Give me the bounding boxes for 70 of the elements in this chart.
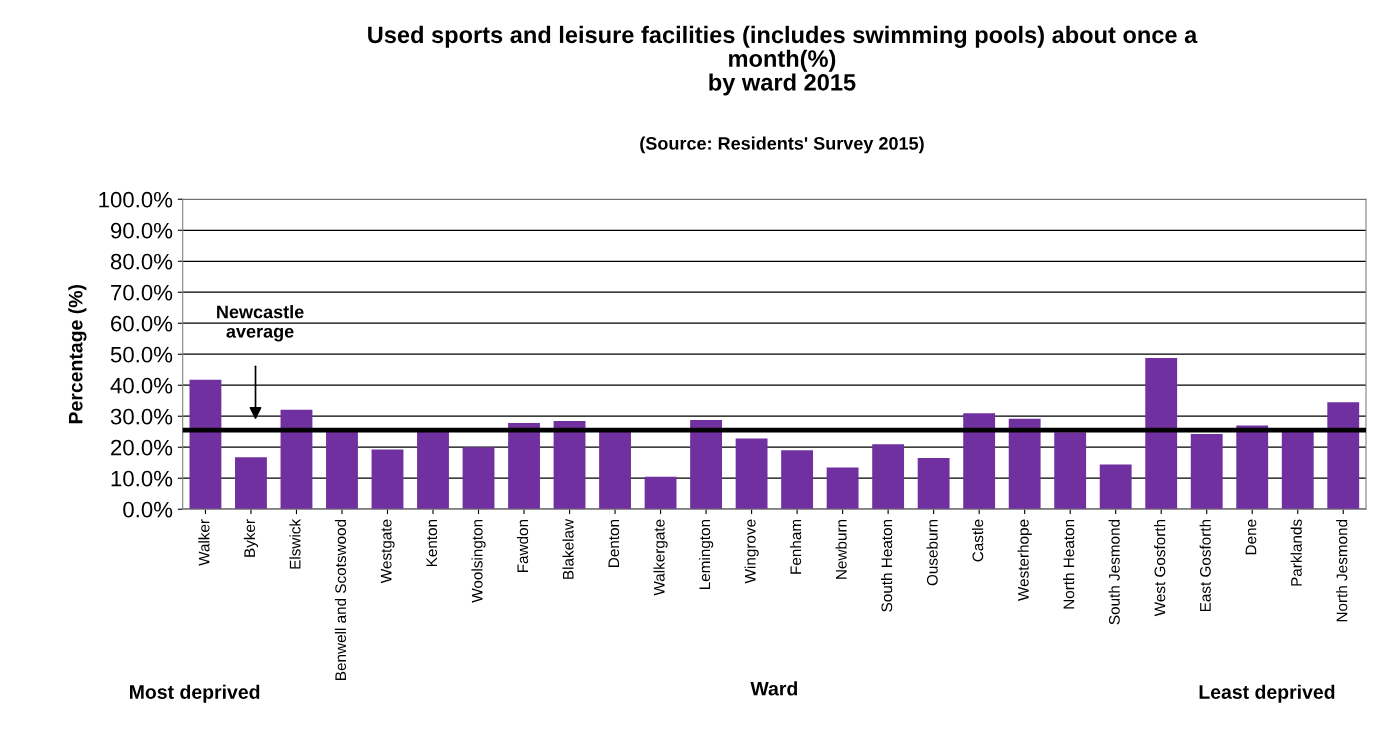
y-tick-label: 20.0%: [111, 439, 173, 456]
chart-title: Used sports and leisure facilities (includes swimming pools) about once a month(%) by ward 2015: [368, 25, 1198, 96]
bar: [417, 431, 449, 510]
x-tick-label: West Gosforth: [1154, 519, 1166, 617]
y-tick-label: 0.0%: [123, 501, 173, 518]
chart-subtitle: (Source: Residents' Survey 2015): [640, 136, 924, 154]
x-axis-title: Ward: [750, 681, 798, 696]
bar: [599, 430, 631, 510]
bar: [781, 450, 814, 510]
x-tick-label: East Gosforth: [1199, 519, 1211, 612]
bar: [462, 447, 495, 510]
bar: [189, 379, 222, 510]
x-tick-label: Fawdon: [516, 519, 529, 573]
x-tick-label: Castle: [972, 519, 984, 562]
text: Least deprived: [1199, 684, 1335, 703]
x-tick-label: Walker: [198, 519, 210, 566]
x-tick-label: Kenton: [426, 519, 438, 567]
y-axis-title: Percentage (%): [68, 284, 87, 424]
bar: [644, 476, 677, 510]
bar: [1008, 418, 1041, 510]
y-tick-label: 10.0%: [111, 470, 173, 487]
x-tick-label: Byker: [243, 519, 259, 557]
x-tick-label: Wingrove: [744, 519, 759, 584]
x-tick-label: Fenham: [789, 519, 802, 574]
x-tick-label: Denton: [608, 519, 620, 567]
x-tick-label: South Jesmond: [1108, 519, 1120, 625]
x-tick-label: Dene: [1245, 519, 1257, 555]
x-tick-label: South Heaton: [881, 519, 893, 612]
x-tick-label: Westgate: [380, 519, 395, 584]
bar: [826, 467, 859, 510]
bar: [1099, 464, 1132, 510]
bar: [1145, 357, 1178, 510]
x-tick-label: Parklands: [1290, 519, 1302, 586]
bar: [1281, 430, 1314, 510]
x-tick-label: Benwell and Scotswood: [334, 519, 347, 680]
annotation: Newcastle average: [217, 305, 304, 342]
x-tick-label: North Jesmond: [1336, 519, 1348, 622]
text: Most deprived: [130, 684, 260, 703]
bar: [872, 444, 905, 510]
x-tick-label: Lemington: [698, 519, 714, 590]
y-tick-label: 90.0%: [111, 222, 173, 239]
x-tick-label: Blakelaw: [562, 518, 574, 579]
y-tick-label: 80.0%: [110, 253, 173, 270]
x-tick-label: Elswick: [289, 518, 301, 569]
bar: [1054, 432, 1087, 510]
bar: [1327, 402, 1360, 510]
y-tick-label: 30.0%: [110, 408, 173, 425]
bar: [371, 449, 404, 510]
y-tick-label: 40.0%: [110, 377, 173, 394]
bar: [280, 409, 313, 510]
bar: [735, 438, 768, 510]
y-tick-label: 100.0%: [99, 191, 173, 208]
x-tick-label: Woolsington: [471, 519, 486, 603]
x-tick-label: North Heaton: [1063, 519, 1075, 609]
bar: [917, 458, 950, 510]
bar: [235, 457, 267, 510]
x-tick-label: Ouseburn: [926, 519, 938, 586]
x-tick-label: Newburn: [835, 519, 847, 579]
bar: [690, 419, 723, 510]
x-tick-label: Westerhope: [1017, 519, 1032, 601]
x-tick-label: Walkergate: [653, 519, 668, 596]
y-tick-label: 70.0%: [111, 284, 173, 301]
bar: [963, 413, 996, 510]
bar: [553, 420, 586, 510]
bar: [1236, 425, 1269, 510]
y-tick-label: 50.0%: [110, 346, 173, 363]
bar: [508, 423, 540, 510]
bar: [326, 430, 358, 510]
bar: [1190, 433, 1223, 510]
y-tick-label: 60.0%: [111, 315, 173, 332]
